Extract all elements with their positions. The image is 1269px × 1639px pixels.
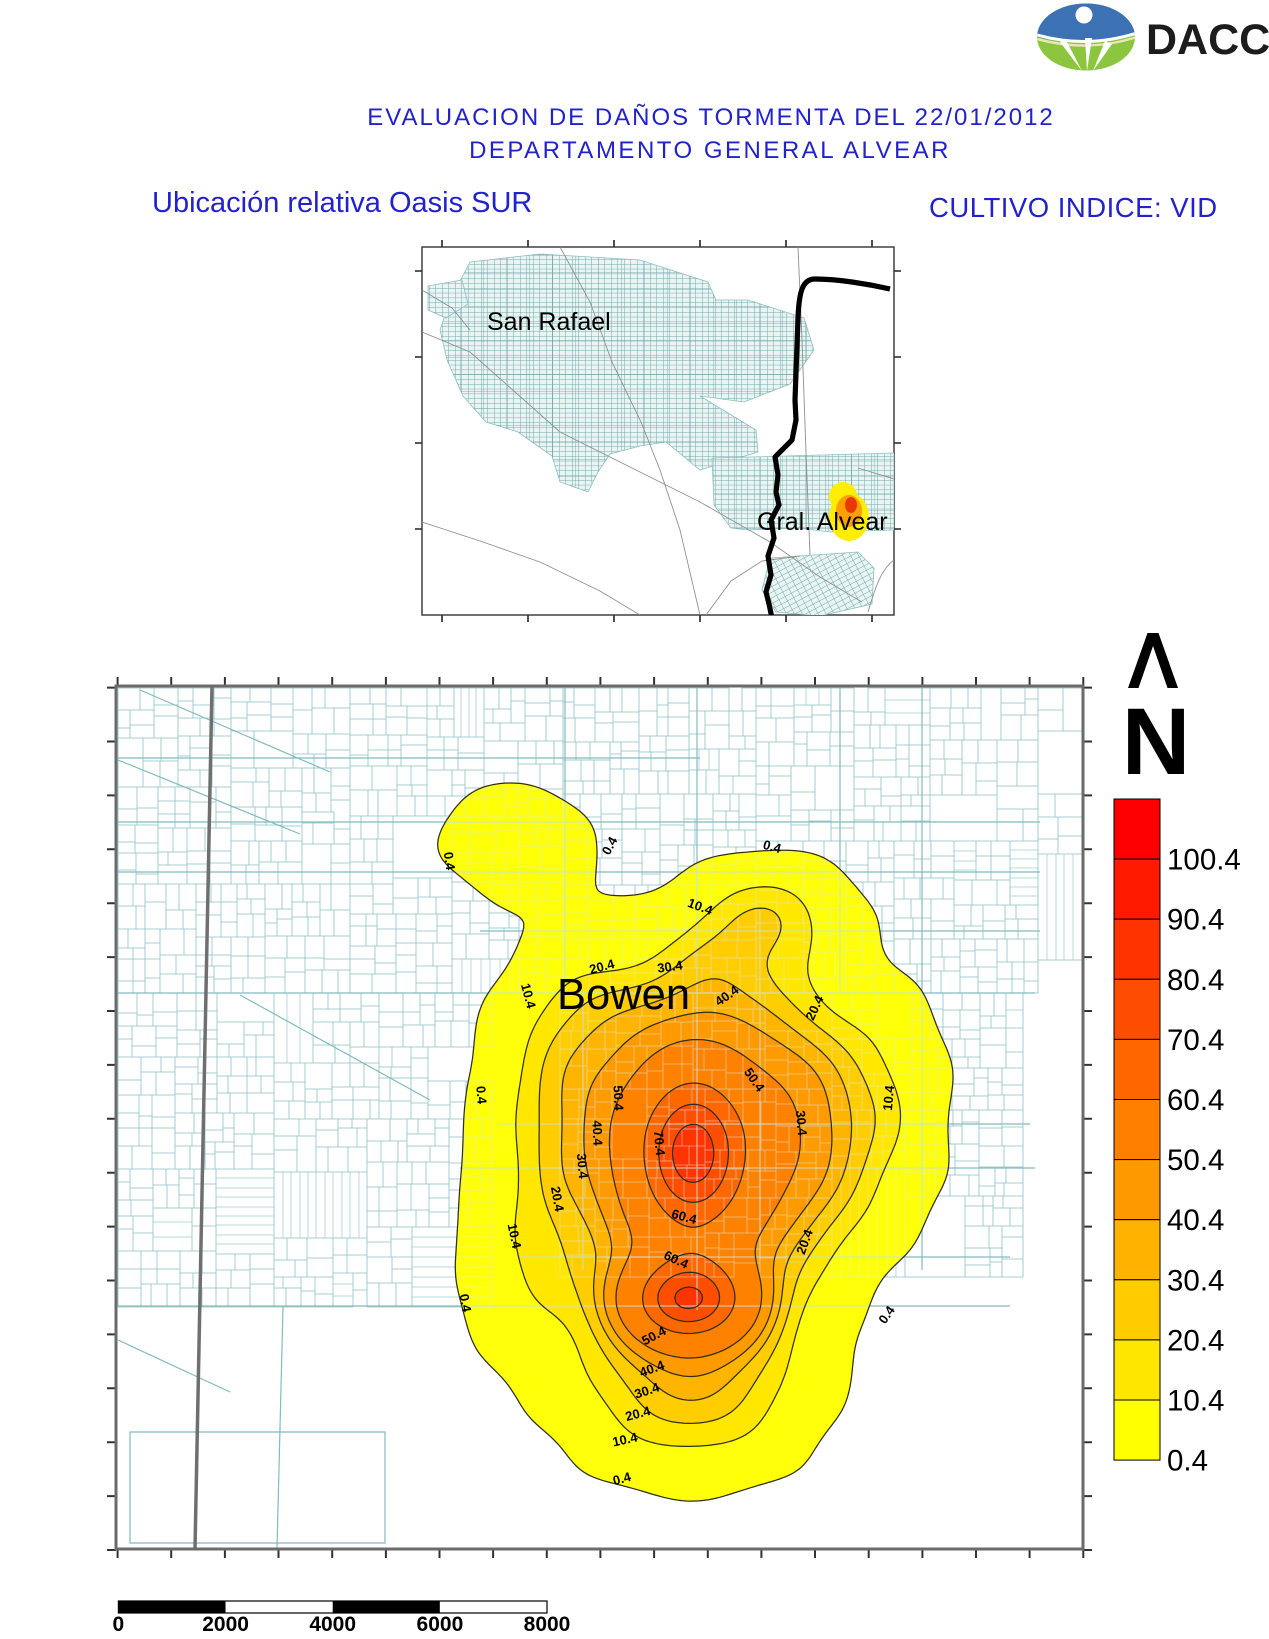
svg-text:Bowen: Bowen: [557, 971, 690, 1019]
svg-text:2000: 2000: [202, 1613, 249, 1634]
svg-text:20.4: 20.4: [548, 1185, 567, 1213]
svg-text:30.4: 30.4: [1167, 1264, 1224, 1297]
svg-text:8000: 8000: [524, 1613, 571, 1634]
svg-text:10.4: 10.4: [1167, 1385, 1224, 1418]
svg-text:10.4: 10.4: [518, 982, 539, 1011]
svg-text:San Rafael: San Rafael: [487, 308, 611, 336]
svg-text:40.4: 40.4: [590, 1120, 606, 1147]
svg-text:0.4: 0.4: [473, 1085, 490, 1105]
svg-text:20.4: 20.4: [1167, 1324, 1224, 1357]
svg-text:40.4: 40.4: [1167, 1204, 1224, 1237]
svg-text:0: 0: [113, 1613, 125, 1634]
svg-text:Ubicación relativa Oasis SUR: Ubicación relativa Oasis SUR: [152, 187, 532, 219]
svg-text:0.4: 0.4: [611, 1469, 633, 1488]
svg-text:0.4: 0.4: [457, 1293, 475, 1314]
svg-text:70.4: 70.4: [1167, 1024, 1224, 1057]
svg-text:DEPARTAMENTO GENERAL ALVEAR: DEPARTAMENTO GENERAL ALVEAR: [469, 137, 951, 164]
svg-text:50.4: 50.4: [611, 1085, 627, 1112]
svg-text:EVALUACION DE DAÑOS TORMENTA D: EVALUACION DE DAÑOS TORMENTA DEL 22/01/2…: [367, 104, 1055, 131]
svg-text:CULTIVO INDICE: VID: CULTIVO INDICE: VID: [929, 192, 1218, 223]
svg-text:0.4: 0.4: [441, 851, 458, 872]
svg-text:30.4: 30.4: [656, 957, 684, 975]
svg-text:80.4: 80.4: [1167, 964, 1224, 997]
svg-text:30.4: 30.4: [574, 1153, 591, 1180]
svg-text:60.4: 60.4: [1167, 1084, 1224, 1117]
svg-text:20.4: 20.4: [588, 956, 617, 977]
svg-text:10.4: 10.4: [880, 1084, 897, 1111]
svg-text:Gral. Alvear: Gral. Alvear: [757, 508, 888, 536]
svg-text:60.4: 60.4: [670, 1206, 699, 1227]
svg-text:10.4: 10.4: [505, 1222, 525, 1251]
svg-text:0.4: 0.4: [1167, 1445, 1208, 1478]
svg-text:N: N: [1122, 689, 1191, 795]
svg-text:90.4: 90.4: [1167, 904, 1224, 937]
svg-text:10.4: 10.4: [611, 1429, 640, 1449]
svg-text:70.4: 70.4: [651, 1130, 668, 1157]
svg-text:6000: 6000: [417, 1613, 464, 1634]
svg-text:50.4: 50.4: [1167, 1144, 1224, 1177]
svg-text:0.4: 0.4: [761, 837, 783, 856]
svg-text:20.4: 20.4: [624, 1403, 653, 1424]
svg-text:DACC: DACC: [1146, 16, 1269, 64]
svg-text:100.4: 100.4: [1167, 844, 1241, 877]
svg-text:30.4: 30.4: [793, 1110, 810, 1137]
svg-text:4000: 4000: [309, 1613, 356, 1634]
